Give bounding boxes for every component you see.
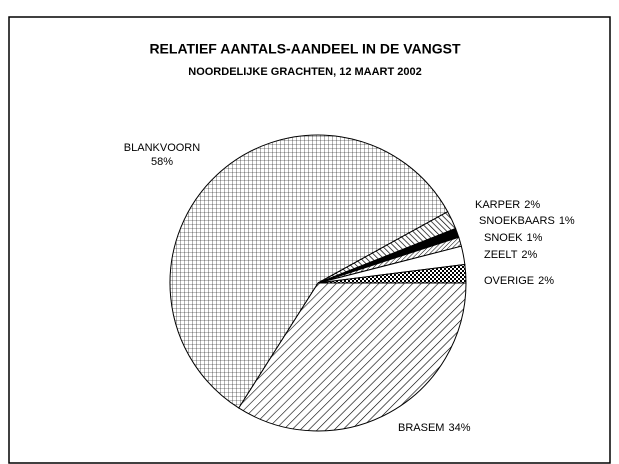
slice-label: ZEELT 2% — [484, 249, 538, 261]
slice-value: 1% — [527, 232, 543, 244]
slice-value: 2% — [538, 275, 554, 287]
pie-slice — [317, 263, 467, 284]
slice-label: KARPER 2% — [475, 199, 540, 211]
slice-category: BRASEM — [398, 422, 444, 434]
slice-category: SNOEK — [484, 232, 523, 244]
slice-label: BLANKVOORN 58% — [124, 142, 200, 168]
slice-value: 1% — [559, 215, 575, 227]
slice-category: SNOEKBAARS — [479, 215, 555, 227]
slice-label: BRASEM 34% — [398, 422, 471, 434]
slice-label: SNOEKBAARS 1% — [479, 215, 575, 227]
slice-category: ZEELT — [484, 249, 518, 261]
slice-value: 2% — [524, 199, 540, 211]
slice-category: BLANKVOORN — [124, 142, 200, 154]
slice-value: 2% — [521, 249, 537, 261]
slice-label: SNOEK 1% — [484, 232, 543, 244]
chart-subtitle: NOORDELIJKE GRACHTEN, 12 MAART 2002 — [188, 66, 422, 78]
slice-value: 58% — [151, 156, 173, 168]
slice-category: KARPER — [475, 199, 520, 211]
frame — [8, 16, 611, 464]
slice-label: OVERIGE 2% — [484, 275, 554, 287]
pie-slice — [169, 134, 449, 409]
pie-slice — [238, 282, 467, 432]
slice-value: 34% — [448, 422, 470, 434]
slice-category: OVERIGE — [484, 275, 534, 287]
chart-title: RELATIEF AANTALS-AANDEEL IN DE VANGST — [149, 41, 461, 57]
